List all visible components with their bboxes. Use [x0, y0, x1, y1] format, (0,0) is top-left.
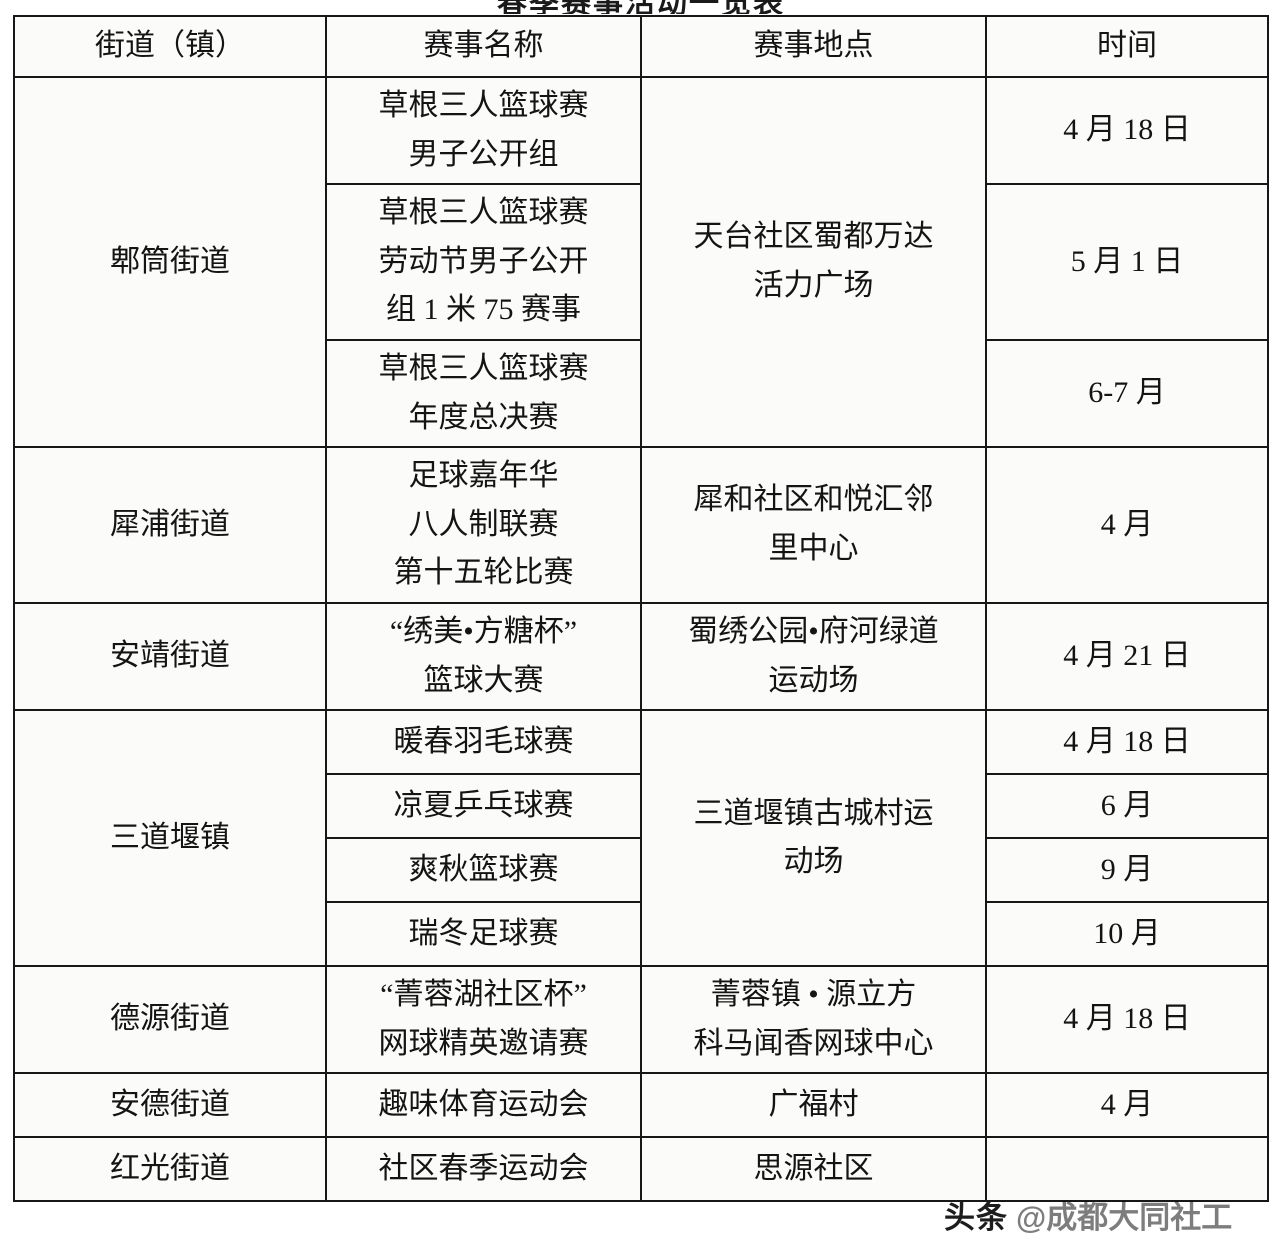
- table-row: 犀浦街道 足球嘉年华 八人制联赛 第十五轮比赛 犀和社区和悦汇邻 里中心: [13, 446, 1269, 604]
- cell-event-name: “绣美•方糖杯” 篮球大赛: [325, 601, 642, 712]
- place-line: 动场: [783, 845, 844, 879]
- event-name-line: “菁蓉湖社区杯”: [380, 978, 587, 1012]
- cell-event-name: 瑞冬足球赛: [325, 901, 642, 968]
- cell-event-name: “菁蓉湖社区杯” 网球精英邀请赛: [325, 965, 642, 1075]
- cell-time: 4 月: [985, 446, 1269, 604]
- place-line: 犀和社区和悦汇邻: [693, 483, 934, 517]
- table-row: 安德街道 趣味体育运动会 广福村 4 月: [13, 1072, 1269, 1139]
- place-line: 三道堰镇古城村运: [693, 796, 934, 830]
- cell-street: 德源街道: [13, 965, 327, 1075]
- cell-event-name: 爽秋篮球赛: [325, 837, 642, 904]
- cell-time: 10 月: [985, 901, 1269, 968]
- cell-event-name: 趣味体育运动会: [325, 1072, 642, 1139]
- table-row: 德源街道 “菁蓉湖社区杯” 网球精英邀请赛 菁蓉镇 • 源立方 科马闻香网球中心: [13, 965, 1269, 1075]
- cell-event-place: 蜀绣公园•府河绿道 运动场: [640, 601, 987, 712]
- table-row: 安靖街道 “绣美•方糖杯” 篮球大赛 蜀绣公园•府河绿道 运动场: [13, 601, 1269, 712]
- column-header-time: 时间: [985, 15, 1269, 78]
- street-name: 郫筒街道: [110, 244, 230, 278]
- street-name: 德源街道: [110, 1002, 230, 1036]
- schedule-table-body: 郫筒街道 草根三人篮球赛 男子公开组 天台社区蜀都万达 活力广场: [13, 75, 1269, 1203]
- street-name: 犀浦街道: [110, 507, 230, 541]
- column-header-street: 街道（镇）: [13, 15, 327, 78]
- place-line: 科马闻香网球中心: [693, 1026, 934, 1060]
- cell-event-name: 草根三人篮球赛 劳动节男子公开 组 1 米 75 赛事: [325, 183, 642, 341]
- cell-event-name: 草根三人篮球赛 年度总决赛: [325, 338, 642, 449]
- cell-street: 三道堰镇: [13, 709, 327, 968]
- table-row: 凉夏乒乓球赛 6 月: [14, 773, 1269, 840]
- event-name-line: 草根三人篮球赛: [378, 351, 589, 385]
- cell-time: 5 月 1 日: [985, 183, 1269, 341]
- cell-event-place: 广福村: [640, 1072, 987, 1139]
- cell-event-place: 三道堰镇古城村运 动场: [640, 709, 987, 968]
- table-row: 爽秋篮球赛 9 月: [14, 837, 1269, 904]
- place-line: 蜀绣公园•府河绿道: [688, 614, 939, 648]
- event-name-line: 八人制联赛: [408, 507, 559, 541]
- street-name: 三道堰镇: [110, 820, 230, 854]
- document-title-text: 春季赛事活动一览表: [497, 0, 785, 14]
- cell-event-place: 天台社区蜀都万达 活力广场: [640, 75, 987, 449]
- cell-street: 安德街道: [13, 1072, 327, 1139]
- cell-time: 6 月: [985, 773, 1269, 840]
- event-name-line: 年度总决赛: [408, 400, 559, 434]
- event-name-line: 草根三人篮球赛: [378, 89, 589, 122]
- place-line: 运动场: [768, 663, 859, 697]
- schedule-table: 街道（镇） 赛事名称 赛事地点 时间 郫筒街道 草根三人篮球赛 男子公开组: [13, 15, 1269, 1203]
- cell-time: [985, 1136, 1269, 1203]
- event-name-line: 劳动节男子公开: [378, 244, 589, 278]
- event-name-line: 草根三人篮球赛: [378, 196, 589, 230]
- event-name-line: 篮球大赛: [423, 663, 544, 697]
- cropped-document-title: 春季赛事活动一览表: [0, 0, 1282, 14]
- cell-event-name: 暖春羽毛球赛: [325, 709, 642, 776]
- cell-event-name: 凉夏乒乓球赛: [325, 773, 642, 840]
- cell-event-place: 犀和社区和悦汇邻 里中心: [640, 446, 987, 604]
- event-name-line: 组 1 米 75 赛事: [386, 293, 581, 327]
- event-name-line: 第十五轮比赛: [393, 556, 574, 590]
- cell-street: 犀浦街道: [13, 446, 327, 604]
- event-name-line: “绣美•方糖杯”: [389, 614, 578, 648]
- cell-street: 安靖街道: [13, 601, 327, 712]
- street-name: 安靖街道: [110, 639, 230, 673]
- column-header-event-name: 赛事名称: [325, 15, 642, 78]
- event-name-line: 网球精英邀请赛: [378, 1026, 589, 1060]
- cell-event-name: 足球嘉年华 八人制联赛 第十五轮比赛: [325, 446, 642, 604]
- place-line: 里中心: [768, 532, 859, 566]
- cell-time: 4 月 18 日: [985, 965, 1269, 1075]
- table-row: 草根三人篮球赛 年度总决赛 6-7 月: [14, 338, 1269, 449]
- table-row: 郫筒街道 草根三人篮球赛 男子公开组 天台社区蜀都万达 活力广场: [13, 75, 1269, 449]
- cell-time: 4 月 21 日: [985, 601, 1269, 712]
- cell-street: 红光街道: [13, 1136, 327, 1203]
- schedule-table-container: 街道（镇） 赛事名称 赛事地点 时间 郫筒街道 草根三人篮球赛 男子公开组: [13, 15, 1269, 1203]
- event-name-line: 男子公开组: [408, 137, 559, 171]
- table-row: 红光街道 社区春季运动会 思源社区: [13, 1136, 1269, 1203]
- place-line: 菁蓉镇 • 源立方: [710, 978, 917, 1012]
- cell-time: 4 月 18 日: [985, 709, 1269, 776]
- table-row: 三道堰镇 暖春羽毛球赛 三道堰镇古城村运 动场 4 月 18 日: [13, 709, 1269, 968]
- cell-event-place: 思源社区: [640, 1136, 987, 1203]
- cell-event-name: 社区春季运动会: [325, 1136, 642, 1203]
- event-name-line: 足球嘉年华: [408, 459, 559, 493]
- cell-event-name: 草根三人篮球赛 男子公开组: [325, 75, 642, 186]
- place-line: 活力广场: [753, 269, 874, 303]
- place-line: 天台社区蜀都万达: [693, 220, 934, 254]
- cell-time: 9 月: [985, 837, 1269, 904]
- cell-street: 郫筒街道: [13, 75, 327, 449]
- cell-time: 4 月 18 日: [985, 75, 1269, 186]
- table-row: 瑞冬足球赛 10 月: [14, 901, 1269, 968]
- column-header-event-place: 赛事地点: [640, 15, 987, 78]
- cell-event-place: 菁蓉镇 • 源立方 科马闻香网球中心: [640, 965, 987, 1075]
- table-header-row: 街道（镇） 赛事名称 赛事地点 时间: [13, 15, 1269, 78]
- cell-time: 6-7 月: [985, 338, 1269, 449]
- table-row: 草根三人篮球赛 劳动节男子公开 组 1 米 75 赛事 5 月 1 日: [14, 183, 1269, 341]
- cell-time: 4 月: [985, 1072, 1269, 1139]
